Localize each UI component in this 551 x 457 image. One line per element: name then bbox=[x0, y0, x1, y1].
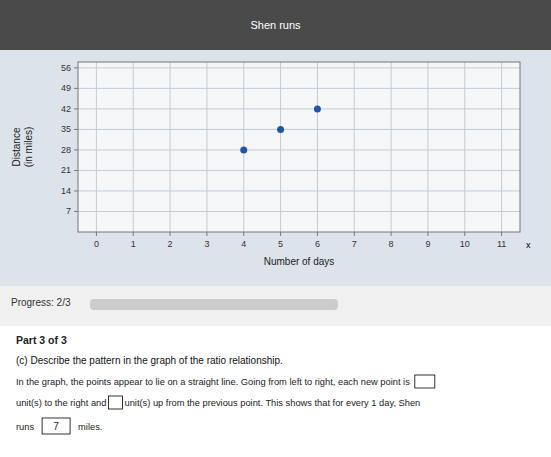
x-tick bbox=[206, 232, 207, 236]
x-grid-line bbox=[427, 62, 428, 232]
page: Shen runs01234567891011714212835424956Nu… bbox=[0, 0, 551, 457]
x-grid-line bbox=[170, 62, 171, 232]
y-grid-line bbox=[78, 129, 520, 130]
y-tick bbox=[74, 170, 78, 171]
x-tick-label: 2 bbox=[168, 239, 173, 249]
y-grid-line bbox=[78, 108, 520, 109]
x-axis-label: Number of days bbox=[264, 256, 335, 267]
progress-track bbox=[90, 299, 338, 310]
answer-text: runs bbox=[16, 422, 34, 432]
header-bar bbox=[0, 0, 551, 50]
x-tick bbox=[427, 232, 428, 236]
chart-title: Shen runs bbox=[250, 19, 301, 31]
x-tick-label: 8 bbox=[389, 239, 394, 249]
x-tick-label: 1 bbox=[131, 239, 136, 249]
y-grid-line bbox=[78, 190, 520, 191]
y-grid-line bbox=[78, 170, 520, 171]
y-axis-label-line: (in miles) bbox=[23, 127, 34, 168]
y-tick bbox=[74, 190, 78, 191]
y-grid-line bbox=[78, 67, 520, 68]
x-tick bbox=[391, 232, 392, 236]
y-tick-label: 42 bbox=[61, 104, 71, 114]
x-tick bbox=[133, 232, 134, 236]
part-text: Part 3 of 3 bbox=[16, 334, 67, 346]
grid bbox=[78, 62, 520, 232]
y-grid-line bbox=[78, 149, 520, 150]
y-tick-label: 21 bbox=[61, 165, 71, 175]
points bbox=[240, 105, 321, 153]
x-tick bbox=[464, 232, 465, 236]
description-line: unit(s) to the right and unit(s) up from… bbox=[16, 398, 420, 408]
x-grid-line bbox=[96, 62, 97, 232]
scatter-point bbox=[314, 105, 321, 112]
x-grid-line bbox=[317, 62, 318, 232]
x-grid-line bbox=[354, 62, 355, 232]
x-tick bbox=[501, 232, 502, 236]
y-grid-line bbox=[78, 211, 520, 212]
y-tick-label: 7 bbox=[66, 206, 71, 216]
y-tick-label: 49 bbox=[61, 83, 71, 93]
x-tick bbox=[170, 232, 171, 236]
x-grid-line bbox=[206, 62, 207, 232]
y-tick bbox=[74, 129, 78, 130]
answer-box bbox=[42, 418, 70, 434]
x-tick-label: 7 bbox=[352, 239, 357, 249]
x-tick-label: 5 bbox=[278, 239, 283, 249]
y-grid-line bbox=[78, 88, 520, 89]
x-tick-label: 9 bbox=[425, 239, 430, 249]
x-tick bbox=[280, 232, 281, 236]
y-tick bbox=[74, 149, 78, 150]
y-tick-label: 14 bbox=[61, 186, 71, 196]
text-section bbox=[0, 326, 551, 457]
x-tick bbox=[96, 232, 97, 236]
scatter-point bbox=[277, 126, 284, 133]
chart-panel bbox=[0, 50, 551, 286]
answer-box bbox=[415, 375, 435, 388]
x-grid-line bbox=[501, 62, 502, 232]
x-tick-label: 10 bbox=[460, 239, 470, 249]
plot-frame bbox=[78, 62, 520, 232]
y-axis-label: Distance(in miles) bbox=[11, 127, 34, 168]
y-tick bbox=[74, 67, 78, 68]
progress-text: Progress: 2/3 bbox=[11, 297, 71, 308]
description-title: (c) Describe the pattern in the graph of… bbox=[16, 355, 283, 366]
x-tick-label: 3 bbox=[204, 239, 209, 249]
y-tick bbox=[74, 211, 78, 212]
answer-value: 7 bbox=[53, 421, 59, 432]
x-grid-line bbox=[464, 62, 465, 232]
x-tick-label: 4 bbox=[241, 239, 246, 249]
axis-annotation: x bbox=[526, 240, 531, 250]
axes: 01234567891011714212835424956 bbox=[61, 62, 520, 249]
x-grid-line bbox=[391, 62, 392, 232]
y-tick-label: 56 bbox=[61, 63, 71, 73]
y-tick bbox=[74, 108, 78, 109]
x-tick-label: 11 bbox=[497, 239, 506, 249]
answer-box bbox=[108, 396, 122, 409]
x-tick bbox=[317, 232, 318, 236]
x-tick bbox=[354, 232, 355, 236]
y-tick-label: 35 bbox=[61, 124, 71, 134]
x-tick-label: 6 bbox=[315, 239, 320, 249]
progress-section bbox=[0, 286, 551, 326]
x-tick bbox=[243, 232, 244, 236]
x-grid-line bbox=[280, 62, 281, 232]
x-tick-label: 0 bbox=[94, 239, 99, 249]
answer-text: miles. bbox=[78, 422, 102, 432]
y-tick-label: 28 bbox=[61, 145, 71, 155]
y-tick bbox=[74, 88, 78, 89]
y-axis-label-group: Distance(in miles) bbox=[11, 127, 34, 168]
x-grid-line bbox=[133, 62, 134, 232]
plot-background bbox=[78, 62, 520, 232]
scatter-point bbox=[240, 146, 247, 153]
y-axis-label-line: Distance bbox=[11, 127, 22, 166]
description-line: In the graph, the points appear to lie o… bbox=[16, 377, 410, 387]
